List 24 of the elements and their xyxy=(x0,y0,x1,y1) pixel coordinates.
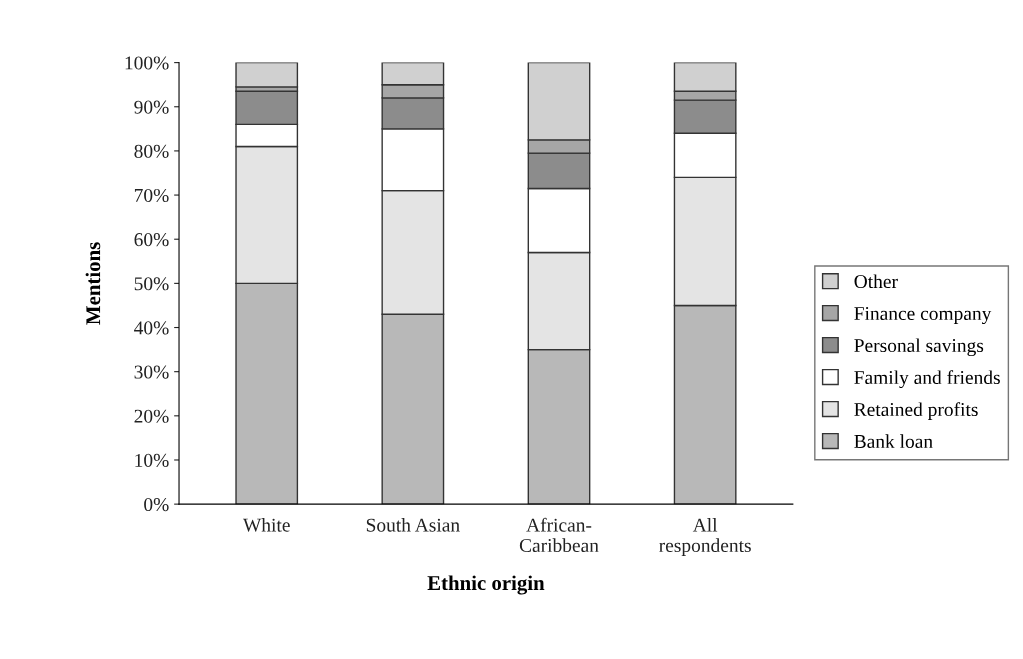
y-tick-label: 30% xyxy=(134,365,169,379)
y-tick-label: 70% xyxy=(134,188,169,203)
x-tick-label: African- Caribbean xyxy=(519,517,599,553)
y-tick-label: 40% xyxy=(134,321,169,335)
y-tick-label: 60% xyxy=(134,233,169,247)
y-tick-label: 90% xyxy=(134,100,169,114)
x-tick-label: White xyxy=(242,518,290,532)
legend-label: Other xyxy=(854,274,898,289)
legend-label: Family and friends xyxy=(854,370,1000,389)
y-axis-title: Mentions xyxy=(85,242,101,325)
x-axis-title: Ethnic origin xyxy=(427,575,545,595)
y-tick-label: 80% xyxy=(134,144,169,158)
y-tick-label: 0% xyxy=(144,497,169,512)
legend-label: Retained profits xyxy=(854,402,978,421)
y-tick-label: 10% xyxy=(135,453,169,467)
legend-label: Bank loan xyxy=(854,434,933,449)
y-tick-label: 50% xyxy=(134,277,169,291)
legend-label: Finance company xyxy=(854,306,992,325)
x-tick-label: All respondents xyxy=(659,518,751,556)
bar xyxy=(235,62,299,88)
y-tick-label: 100% xyxy=(125,56,169,70)
y-tick-label: 20% xyxy=(134,409,169,423)
x-tick-label: South Asian xyxy=(366,518,460,532)
legend-label: Personal savings xyxy=(854,338,984,357)
